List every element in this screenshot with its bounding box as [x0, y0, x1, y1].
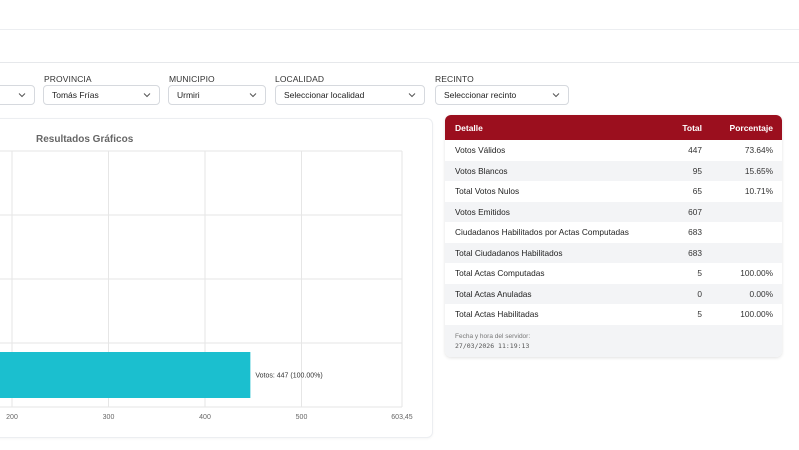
cell-total: 607	[688, 206, 702, 217]
cell-total: 5	[697, 309, 702, 320]
localidad-select[interactable]: Seleccionar localidad	[275, 85, 425, 105]
recinto-placeholder: Seleccionar recinto	[444, 90, 517, 100]
chevron-down-icon	[408, 91, 416, 99]
localidad-placeholder: Seleccionar localidad	[284, 90, 365, 100]
chart-title: Resultados Gráficos	[36, 134, 134, 145]
table-row: Total Actas Anuladas 0 0.00%	[445, 283, 782, 304]
cell-total: 65	[692, 186, 702, 197]
table-header: Detalle Total Porcentaje	[445, 115, 782, 140]
municipio-label: MUNICIPIO	[169, 74, 215, 84]
bar-data-label: Votos: 447 (100.00%)	[255, 373, 322, 380]
header-total: Total	[682, 122, 702, 133]
chevron-down-icon	[143, 91, 151, 99]
x-tick-label: 500	[296, 414, 308, 421]
x-tick-label: 603,45	[391, 414, 413, 421]
cell-total: 5	[697, 268, 702, 279]
cell-total: 683	[688, 247, 702, 258]
table-row: Votos Emitidos 607	[445, 201, 782, 222]
cell-porcentaje: 73.64%	[744, 145, 773, 156]
bar	[0, 352, 251, 398]
cell-detalle: Votos Emitidos	[455, 206, 510, 217]
cell-total: 0	[697, 288, 702, 299]
cell-detalle: Ciudadanos Habilitados por Actas Computa…	[455, 227, 629, 238]
filters-bar: PROVINCIA Tomás Frías MUNICIPIO Urmiri L…	[0, 63, 432, 115]
cell-porcentaje: 15.65%	[744, 165, 773, 176]
server-time-label: Fecha y hora del servidor:	[455, 332, 531, 340]
departamento-select[interactable]	[0, 85, 35, 105]
provincia-select[interactable]: Tomás Frías	[43, 85, 160, 105]
municipio-select[interactable]: Urmiri	[168, 85, 266, 105]
x-tick-label: 300	[103, 414, 115, 421]
cell-detalle: Total Votos Nulos	[455, 186, 520, 197]
table-row: Ciudadanos Habilitados por Actas Computa…	[445, 222, 782, 243]
cell-detalle: Votos Válidos	[455, 145, 506, 156]
chevron-down-icon	[552, 91, 560, 99]
provincia-label: PROVINCIA	[44, 74, 92, 84]
header-porcentaje: Porcentaje	[729, 122, 773, 133]
localidad-label: LOCALIDAD	[275, 74, 325, 84]
recinto-select[interactable]: Seleccionar recinto	[435, 85, 569, 105]
cell-detalle: Votos Blancos	[455, 165, 508, 176]
cell-detalle: Total Actas Anuladas	[455, 288, 532, 299]
cell-detalle: Total Actas Computadas	[455, 268, 545, 279]
server-time-value: 27/03/2026 11:19:13	[455, 341, 530, 350]
provincia-value: Tomás Frías	[52, 90, 99, 100]
recinto-label: RECINTO	[435, 74, 474, 84]
table-row: Total Ciudadanos Habilitados 683	[445, 242, 782, 263]
chevron-down-icon	[249, 91, 257, 99]
results-bar-chart: 200 300 400 500 603,45 Votos: 447 (100.00%)	[0, 150, 413, 421]
table-row: Votos Válidos 447 73.64%	[445, 140, 782, 161]
cell-porcentaje: 0.00%	[749, 288, 773, 299]
table-row: Total Actas Habilitadas 5 100.00%	[445, 304, 782, 325]
table-row: Votos Blancos 95 15.65%	[445, 160, 782, 181]
server-time-footer: Fecha y hora del servidor: 27/03/2026 11…	[445, 324, 782, 357]
cell-detalle: Total Actas Habilitadas	[455, 309, 539, 320]
table-row: Total Actas Computadas 5 100.00%	[445, 263, 782, 284]
top-bar	[0, 0, 799, 30]
cell-porcentaje: 100.00%	[740, 309, 773, 320]
chevron-down-icon	[18, 91, 26, 99]
cell-porcentaje: 100.00%	[740, 268, 773, 279]
cell-total: 95	[692, 165, 702, 176]
municipio-value: Urmiri	[177, 90, 200, 100]
header-detalle: Detalle	[455, 122, 483, 133]
cell-porcentaje: 10.71%	[744, 186, 773, 197]
sub-bar	[0, 30, 799, 63]
cell-total: 683	[688, 227, 702, 238]
x-tick-label: 200	[6, 414, 18, 421]
table-row: Total Votos Nulos 65 10.71%	[445, 181, 782, 202]
cell-detalle: Total Ciudadanos Habilitados	[455, 247, 563, 258]
results-table: Detalle Total Porcentaje Votos Válidos 4…	[445, 115, 782, 357]
cell-total: 447	[688, 145, 702, 156]
x-tick-label: 400	[199, 414, 211, 421]
